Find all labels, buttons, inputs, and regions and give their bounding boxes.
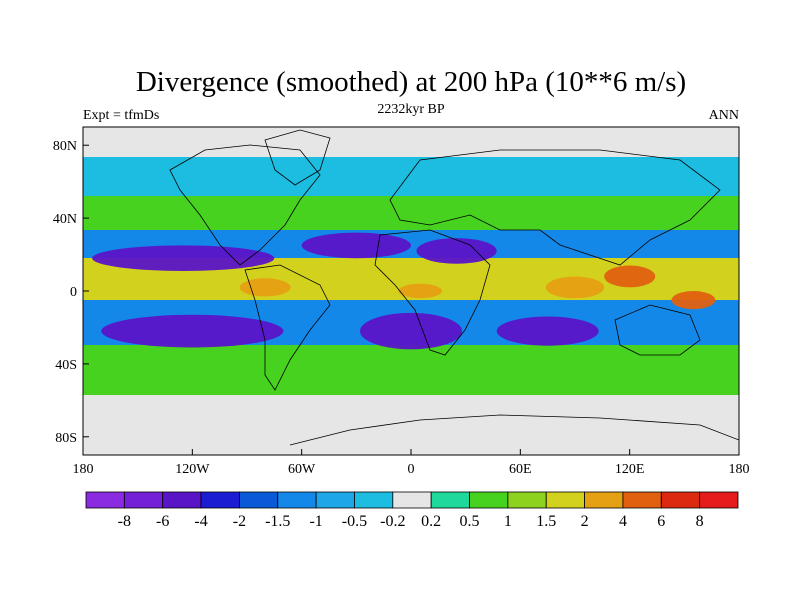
experiment-label: Expt = tfmDs — [83, 108, 159, 123]
coast-africa — [374, 229, 491, 356]
colorbar-label: -8 — [118, 513, 131, 530]
x-tick-label: 120E — [615, 462, 645, 477]
y-tick-label: 80S — [55, 431, 77, 446]
season-label: ANN — [709, 108, 739, 123]
colorbar-label: -1 — [309, 513, 322, 530]
chart-subtitle: 2232kyr BP — [377, 102, 445, 117]
region-indian-ocean-convergence — [496, 316, 599, 346]
colorbar-swatch — [545, 491, 585, 509]
region-africa-divergence — [398, 283, 442, 299]
coast-eurasia — [389, 149, 721, 266]
x-tick-label: 60E — [509, 462, 532, 477]
x-tick-label: 60W — [288, 462, 316, 477]
colorbar-swatch — [239, 491, 279, 509]
coast-australia — [614, 304, 701, 356]
colorbar-label: -0.2 — [380, 513, 405, 530]
coast-greenland — [264, 129, 331, 186]
band-north-mid — [83, 196, 739, 230]
colorbar-swatch — [584, 491, 624, 509]
colorbar-label: 6 — [657, 513, 665, 530]
region-tropical-pacific-convergence-2 — [101, 314, 284, 348]
colorbar-label: -1.5 — [265, 513, 290, 530]
region-north-atlantic-convergence — [301, 232, 411, 259]
coast-antarctica — [289, 414, 739, 446]
colorbar-swatch — [660, 491, 701, 509]
y-axis: 80N 40N 0 40S 80S — [53, 139, 89, 446]
coast-north-america — [169, 144, 321, 266]
colorbar-swatch — [430, 491, 470, 509]
band-antarctic — [83, 395, 739, 455]
colorbar-label: 4 — [619, 513, 627, 530]
colorbar-swatch — [315, 491, 355, 509]
region-indian-warm-pool — [545, 276, 605, 299]
coastlines — [169, 129, 739, 446]
x-tick-label: 180 — [73, 462, 94, 477]
colorbar-label: 0.2 — [421, 513, 441, 530]
region-tropical-pacific-convergence — [92, 245, 275, 271]
colorbar-swatch — [85, 491, 125, 509]
y-tick-label: 40N — [53, 212, 77, 227]
colorbar-swatch — [123, 491, 164, 509]
colorbar-swatch — [200, 491, 240, 509]
region-east-pacific-divergence — [239, 278, 291, 297]
colorbar-swatch — [699, 491, 739, 509]
coast-south-america — [244, 264, 331, 391]
x-tick-label: 180 — [729, 462, 750, 477]
colorbar-label: 2 — [581, 513, 589, 530]
y-tick-label: 40S — [55, 358, 77, 373]
colorbar-label: -6 — [156, 513, 169, 530]
region-west-pacific-warm — [671, 291, 716, 310]
band-south-mid — [83, 345, 739, 395]
colorbar-swatch — [622, 491, 662, 509]
region-sahara-convergence — [416, 238, 497, 264]
divergence-regions — [92, 232, 716, 350]
colorbar-swatch — [162, 491, 202, 509]
colorbar-label: 8 — [696, 513, 704, 530]
region-south-atlantic-convergence — [360, 312, 462, 350]
colorbar-label: -0.5 — [342, 513, 367, 530]
colorbar-label: 1 — [504, 513, 512, 530]
colorbar-label: 0.5 — [460, 513, 480, 530]
x-tick-label: 120W — [175, 462, 210, 477]
region-maritime-continent — [604, 265, 656, 288]
x-tick-label: 0 — [408, 462, 415, 477]
colorbar-swatch — [392, 491, 432, 509]
colorbar-swatch — [507, 491, 547, 509]
band-arctic — [83, 127, 739, 157]
colorbar: -8 -6 -4 -2 -1.5 -1 -0.5 -0.2 0.2 0.5 1 1.5 2 4 6 8 — [85, 491, 739, 530]
colorbar-swatch — [469, 491, 509, 509]
colorbar-label: -2 — [233, 513, 246, 530]
colorbar-label: 1.5 — [536, 513, 556, 530]
y-tick-label: 0 — [70, 285, 77, 300]
colorbar-swatch — [354, 491, 394, 509]
chart-title: Divergence (smoothed) at 200 hPa (10**6 … — [136, 66, 686, 98]
y-tick-label: 80N — [53, 139, 77, 154]
colorbar-label: -4 — [194, 513, 207, 530]
colorbar-swatch — [277, 491, 317, 509]
x-axis: 180 120W 60W 0 60E 120E 180 — [73, 449, 750, 477]
